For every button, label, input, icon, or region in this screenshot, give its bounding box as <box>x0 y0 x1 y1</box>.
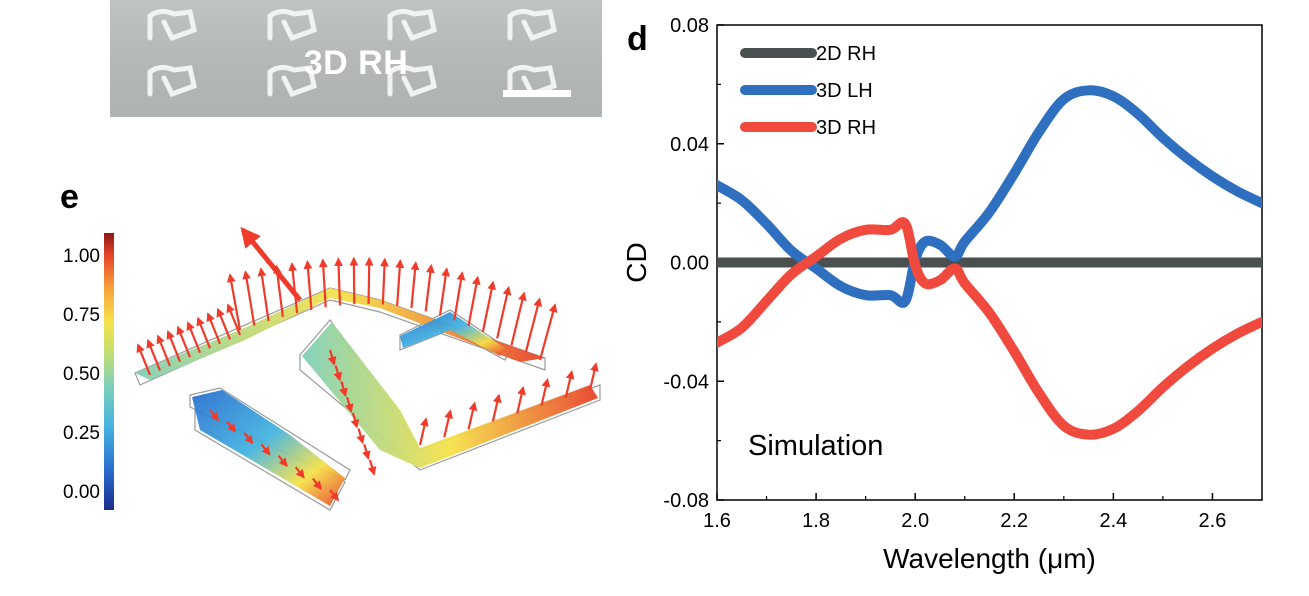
x-tick-label: 2.2 <box>1000 510 1028 532</box>
field-arrow <box>188 323 200 353</box>
field-arrow <box>469 403 475 429</box>
field-arrow <box>440 269 447 315</box>
y-tick-label: 0.00 <box>670 253 709 275</box>
y-axis-label: CD <box>621 242 652 282</box>
field-arrow <box>483 282 493 331</box>
field-arrow <box>444 411 450 437</box>
y-tick-label: 0.08 <box>670 15 709 37</box>
x-axis-label: Wavelength (μm) <box>883 543 1096 574</box>
colorbar-tick-label: 1.00 <box>63 246 100 267</box>
y-tick-label: 0.04 <box>670 134 709 156</box>
field-arrow <box>526 299 540 353</box>
colorbar <box>104 233 114 510</box>
legend-label: 2D RH <box>816 43 876 65</box>
field-arrow <box>454 273 462 320</box>
field-arrow <box>383 259 385 304</box>
x-tick-label: 2.0 <box>901 510 929 532</box>
field-simulation-svg: 1.00 0.75 0.50 0.25 0.00 <box>0 180 610 591</box>
field-arrow <box>517 388 523 414</box>
field-arrow <box>364 444 368 458</box>
colorbar-tick-label: 0.25 <box>63 423 100 444</box>
field-arrow <box>426 266 431 312</box>
x-tick-label: 1.8 <box>802 510 830 532</box>
sem-structure <box>150 11 194 38</box>
chart-annotation: Simulation <box>748 430 883 462</box>
colorbar-tick-label: 0.00 <box>63 482 100 503</box>
x-tick-label: 1.6 <box>703 510 731 532</box>
field-arrow <box>208 314 220 344</box>
colorbar-tick-label: 0.75 <box>63 305 100 326</box>
scale-bar <box>503 90 571 97</box>
colorbar-tick-label: 0.50 <box>63 364 100 385</box>
sem-structure <box>510 11 554 38</box>
field-arrow <box>218 309 230 339</box>
field-surfaces <box>135 288 598 506</box>
sem-image: 3D RH <box>110 0 602 117</box>
x-tick-label: 2.6 <box>1199 510 1227 532</box>
x-tick-label: 2.4 <box>1099 510 1127 532</box>
field-arrow <box>261 269 269 321</box>
cd-chart: 0.08 0.04 0.00 -0.04 -0.081.6 1.8 2.0 2.2 2.4 2.6… <box>600 0 1309 591</box>
field-arrow <box>511 293 524 345</box>
field-arrows <box>138 230 596 500</box>
field-arrow <box>397 261 400 306</box>
field-arrow <box>540 305 555 360</box>
field-arrow <box>469 277 478 325</box>
y-tick-label: -0.08 <box>663 490 709 512</box>
field-arrow <box>245 272 254 326</box>
legend-label: 3D RH <box>816 117 876 139</box>
field-arrow <box>590 364 596 390</box>
field-arrow <box>411 263 415 308</box>
sem-label: 3D RH <box>110 44 602 83</box>
field-arrow <box>493 395 499 421</box>
field-simulation-figure: 1.00 0.75 0.50 0.25 0.00 <box>0 180 610 591</box>
field-arrow <box>198 318 210 348</box>
field-arrow <box>420 419 426 445</box>
field-arrow <box>497 288 508 339</box>
field-arrow <box>178 327 190 357</box>
field-arrow <box>370 460 374 474</box>
field-arrow <box>359 429 363 443</box>
y-tick-label: -0.04 <box>663 371 709 393</box>
sem-structure <box>270 11 314 38</box>
legend-label: 3D LH <box>816 80 873 102</box>
field-arrow <box>369 259 370 304</box>
sem-structure <box>390 11 434 38</box>
